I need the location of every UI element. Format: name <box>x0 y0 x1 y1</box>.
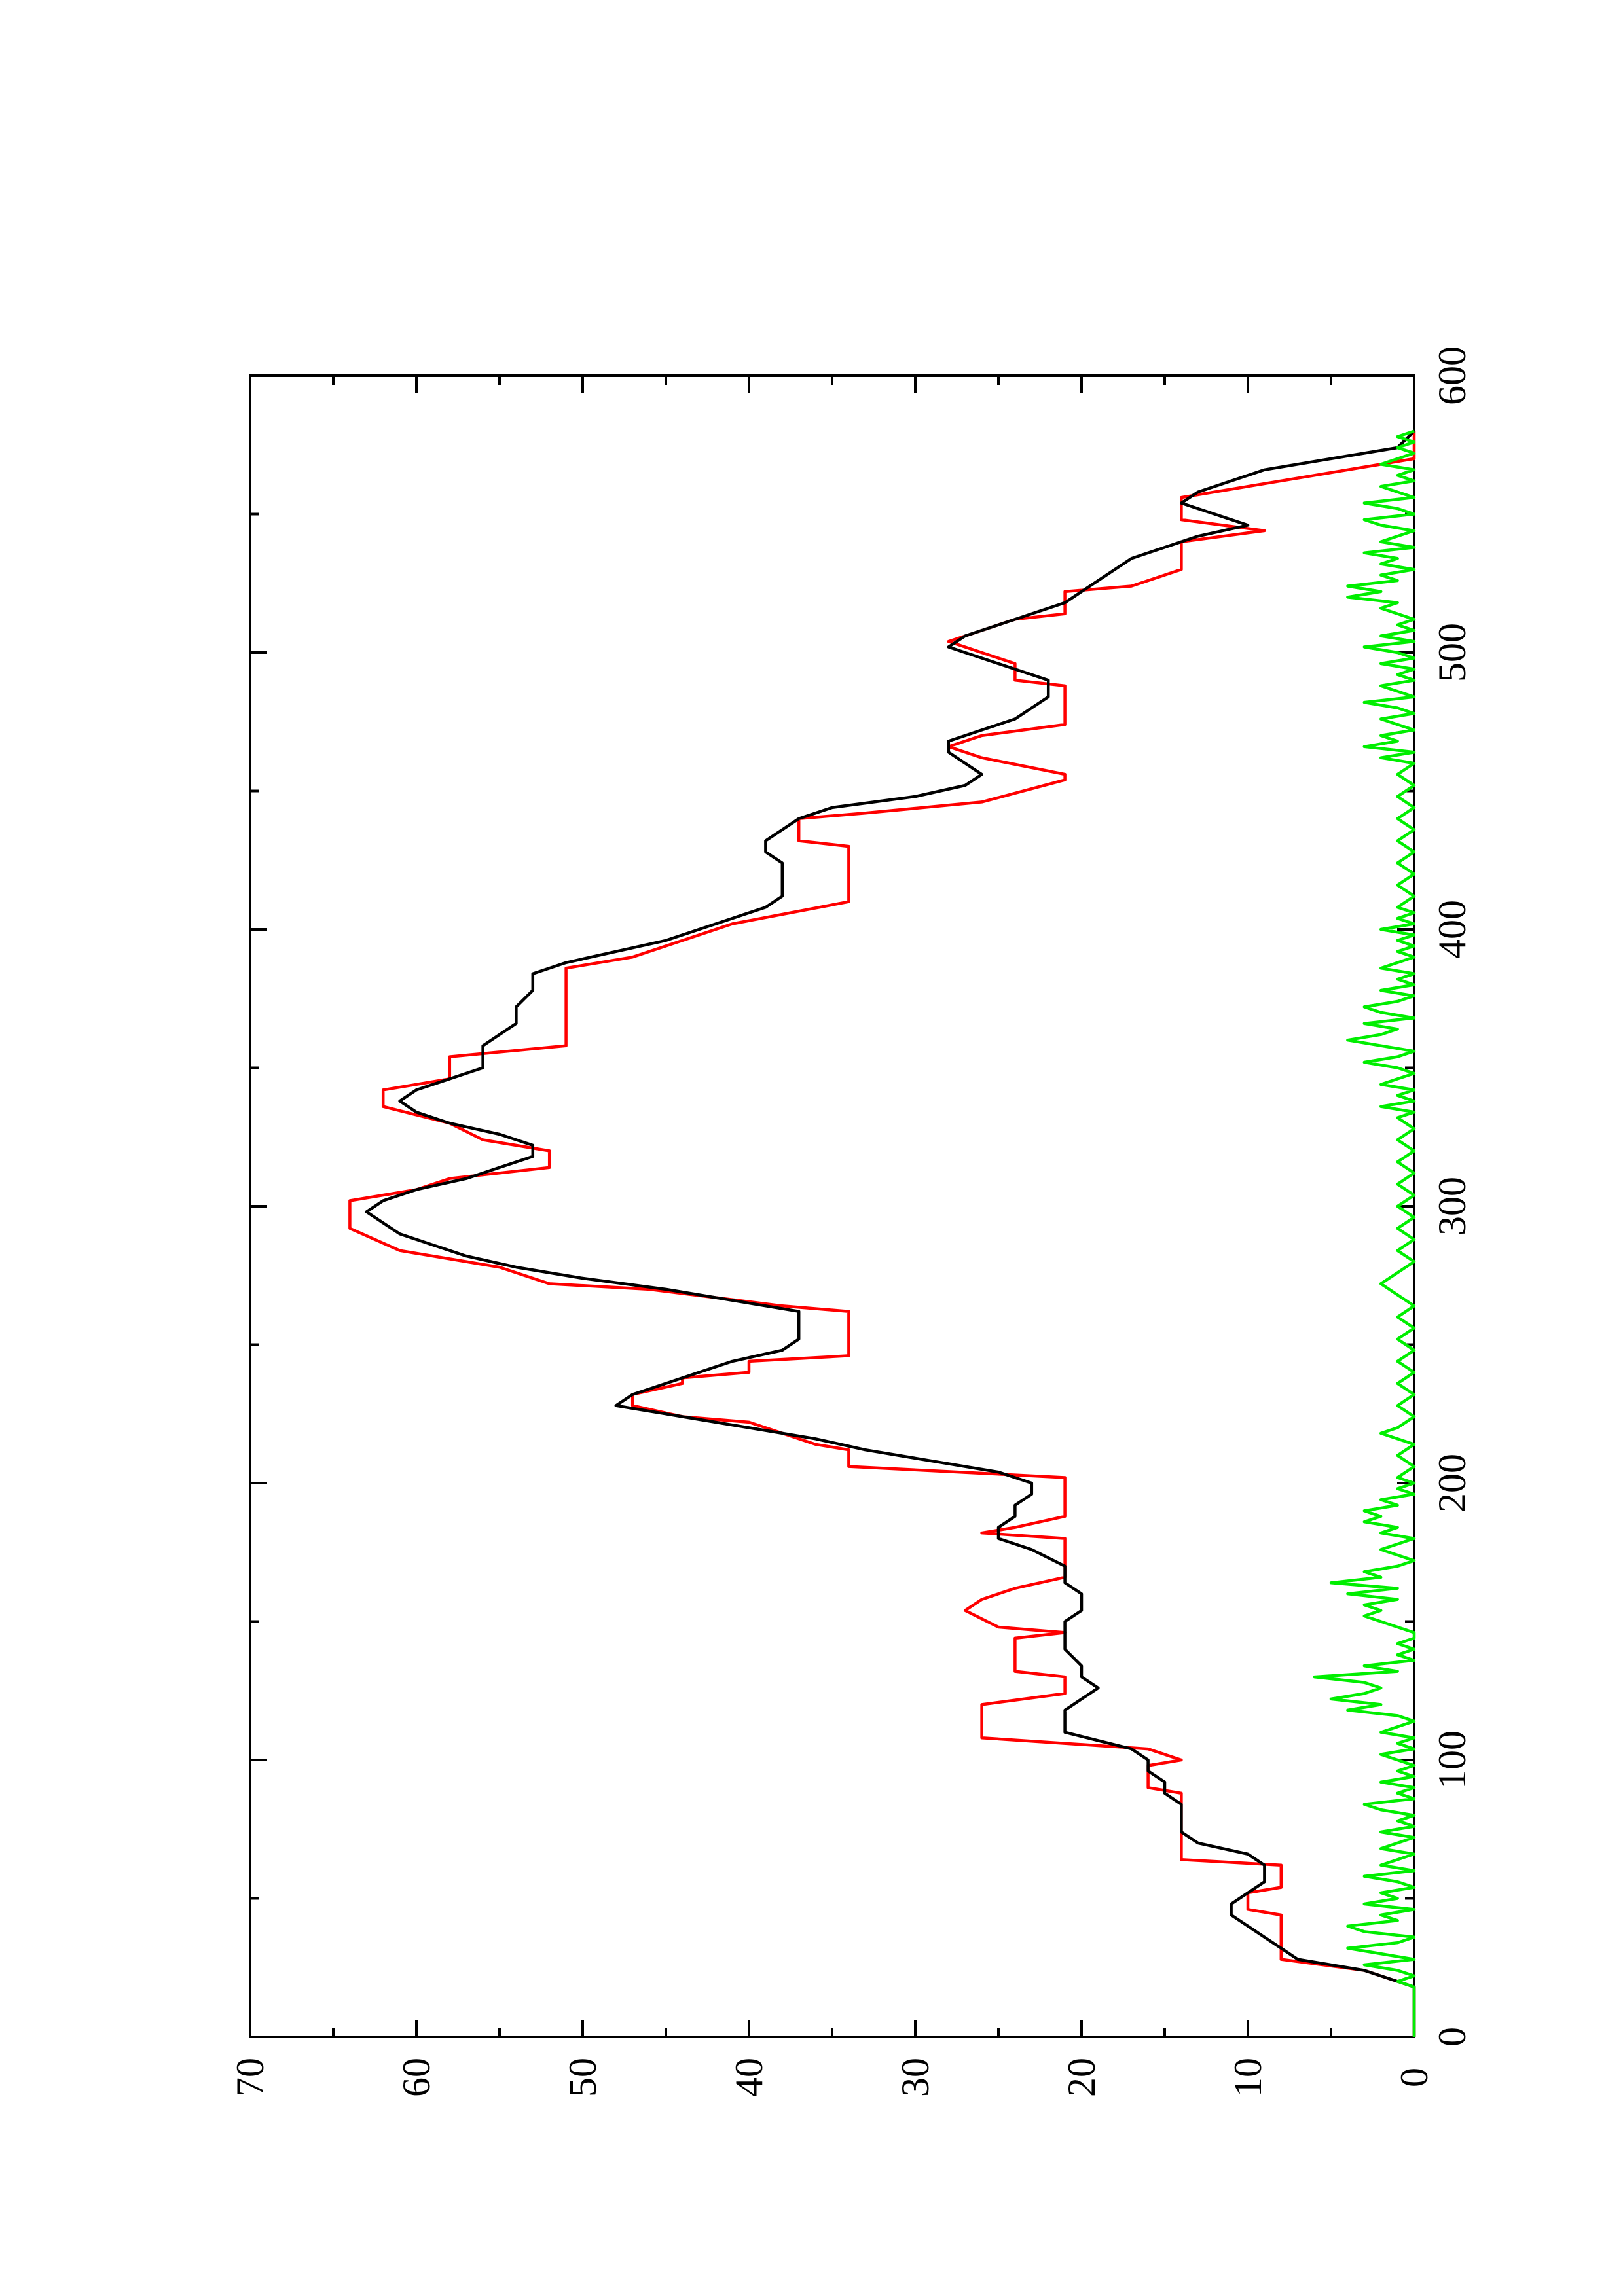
axis-tick-labels: 0 100 200 300 400 500 600 0 10 20 30 40 50 60 70 <box>228 346 1474 2097</box>
x-tick-label: 100 <box>1431 1731 1474 1789</box>
y-tick-label: 30 <box>894 2058 937 2097</box>
x-tick-label: 500 <box>1431 623 1474 682</box>
black-series-line <box>365 430 1416 2037</box>
y-tick-label: 0 <box>1393 2068 1436 2087</box>
plot-frame <box>249 374 1415 2038</box>
y-tick-label: 10 <box>1226 2058 1269 2097</box>
y-tick-label: 50 <box>561 2058 604 2097</box>
y-tick-label: 40 <box>727 2058 771 2097</box>
axis-ticks <box>249 374 1415 2038</box>
x-tick-label: 400 <box>1431 900 1474 959</box>
x-tick-label: 0 <box>1431 2027 1474 2047</box>
y-tick-label: 20 <box>1060 2058 1103 2097</box>
red-step-series-line <box>348 431 1416 2037</box>
y-tick-label: 60 <box>395 2058 438 2097</box>
x-tick-label: 300 <box>1431 1177 1474 1236</box>
green-noise-series-line <box>1313 429 1416 2037</box>
x-tick-label: 200 <box>1431 1454 1474 1513</box>
x-tick-label: 600 <box>1431 346 1474 405</box>
series-group <box>348 429 1416 2037</box>
y-tick-label: 70 <box>228 2058 272 2097</box>
